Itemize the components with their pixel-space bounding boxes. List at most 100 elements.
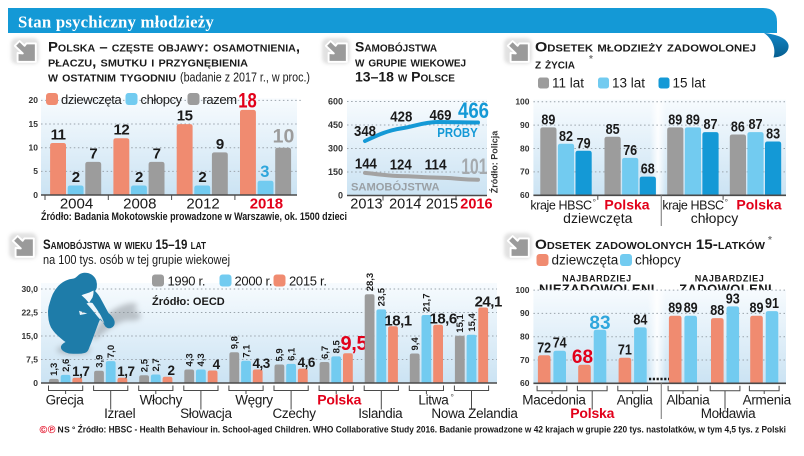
- svg-text:600: 600: [328, 96, 343, 106]
- svg-text:4,3: 4,3: [253, 356, 271, 371]
- svg-text:10: 10: [273, 126, 295, 148]
- svg-text:° Źródło: HBSC - Health Behavi: ° Źródło: HBSC - Health Behaviour in. Sc…: [72, 425, 786, 436]
- svg-text:2,7: 2,7: [151, 358, 162, 371]
- svg-text:89: 89: [668, 301, 682, 317]
- svg-text:2000 r.: 2000 r.: [235, 274, 273, 289]
- svg-text:2015 r.: 2015 r.: [289, 274, 327, 289]
- svg-text:7: 7: [89, 145, 97, 162]
- svg-text:dziewczęta: dziewczęta: [563, 210, 632, 226]
- svg-text:7,0: 7,0: [106, 345, 117, 358]
- svg-text:11: 11: [51, 126, 66, 143]
- svg-text:30,0: 30,0: [21, 284, 38, 294]
- svg-text:Węgry: Węgry: [235, 393, 273, 408]
- svg-text:22,5: 22,5: [21, 307, 38, 317]
- svg-text:150: 150: [328, 167, 343, 177]
- svg-text:21,7: 21,7: [422, 294, 433, 313]
- svg-text:NAJBARDZIEJ: NAJBARDZIEJ: [695, 274, 765, 284]
- svg-text:18,1: 18,1: [384, 312, 411, 329]
- svg-text:466: 466: [458, 98, 489, 123]
- svg-text:85: 85: [606, 122, 620, 138]
- svg-text:Polska: Polska: [570, 405, 614, 421]
- svg-text:9,5: 9,5: [340, 333, 367, 355]
- svg-text:24,1: 24,1: [475, 293, 502, 310]
- svg-text:℗: ℗: [48, 424, 56, 436]
- svg-text:w grupie wiekowej: w grupie wiekowej: [355, 54, 466, 70]
- svg-text:70: 70: [520, 167, 530, 177]
- svg-text:84: 84: [633, 312, 647, 328]
- svg-text:469: 469: [430, 107, 452, 124]
- svg-text:1,3: 1,3: [49, 363, 60, 376]
- svg-text:13–18 w Polsce: 13–18 w Polsce: [355, 69, 455, 85]
- svg-text:82: 82: [559, 129, 573, 145]
- svg-text:1,7: 1,7: [72, 364, 89, 379]
- svg-text:88: 88: [710, 303, 724, 319]
- svg-text:9: 9: [216, 136, 224, 153]
- svg-text:Nowa Zelandia: Nowa Zelandia: [431, 406, 518, 421]
- svg-text:18: 18: [238, 89, 257, 113]
- svg-text:10: 10: [29, 143, 39, 153]
- svg-text:89: 89: [686, 112, 700, 128]
- svg-text:3,9: 3,9: [94, 355, 105, 368]
- svg-text:Słowacja: Słowacja: [180, 406, 232, 421]
- svg-text:124: 124: [390, 157, 413, 174]
- svg-text:450: 450: [328, 120, 343, 130]
- svg-text:80: 80: [520, 143, 530, 153]
- svg-text:2,6: 2,6: [61, 359, 72, 372]
- svg-text:89: 89: [750, 301, 764, 317]
- svg-text:15: 15: [177, 108, 193, 125]
- svg-text:23,5: 23,5: [377, 287, 388, 306]
- svg-text:12: 12: [114, 122, 130, 139]
- svg-text:0: 0: [338, 190, 343, 200]
- svg-text:86: 86: [731, 119, 745, 135]
- svg-text:7,1: 7,1: [241, 344, 252, 358]
- svg-text:Litwa: Litwa: [418, 393, 449, 408]
- svg-text:z życia: z życia: [535, 56, 575, 72]
- svg-text:*: *: [589, 54, 593, 65]
- svg-text:na 100 tys. osób w tej grupie: na 100 tys. osób w tej grupie wiekowej: [43, 253, 230, 267]
- svg-text:7,5: 7,5: [26, 354, 38, 364]
- svg-text:2018: 2018: [250, 196, 283, 213]
- svg-text:razem: razem: [203, 92, 237, 107]
- svg-text:(badanie z 2017 r., w proc.): (badanie z 2017 r., w proc.): [180, 70, 310, 85]
- svg-text:89: 89: [684, 301, 698, 317]
- svg-text:°: °: [725, 198, 729, 208]
- svg-text:4: 4: [213, 357, 221, 372]
- svg-text:87: 87: [704, 117, 718, 133]
- svg-text:7: 7: [153, 145, 161, 162]
- svg-text:Armenia: Armenia: [743, 393, 792, 408]
- svg-text:Albania: Albania: [666, 393, 710, 408]
- svg-text:101: 101: [461, 154, 487, 179]
- svg-text:5: 5: [33, 166, 38, 176]
- svg-text:28,3: 28,3: [365, 273, 376, 292]
- svg-text:Samobójstwa: Samobójstwa: [355, 39, 437, 55]
- svg-text:60: 60: [520, 190, 530, 200]
- svg-text:NAJBARDZIEJ: NAJBARDZIEJ: [562, 274, 632, 284]
- svg-text:70: 70: [520, 355, 530, 365]
- svg-text:80: 80: [520, 332, 530, 342]
- svg-text:8,5: 8,5: [332, 339, 343, 353]
- svg-text:4,3: 4,3: [185, 353, 196, 366]
- svg-text:©: ©: [40, 424, 48, 436]
- svg-text:chłopcy: chłopcy: [635, 253, 681, 268]
- svg-text:144: 144: [355, 156, 378, 173]
- svg-text:płaczu, smutku i przygnębienia: płaczu, smutku i przygnębienia: [48, 54, 248, 70]
- svg-text:0: 0: [33, 378, 38, 388]
- svg-text:2013: 2013: [350, 197, 382, 213]
- svg-text:100: 100: [515, 97, 529, 107]
- svg-text:348: 348: [354, 123, 376, 140]
- svg-text:2016: 2016: [460, 197, 492, 213]
- svg-text:100: 100: [515, 285, 529, 295]
- svg-text:15,0: 15,0: [21, 331, 38, 341]
- svg-text:w ostatnim tygodniu: w ostatnim tygodniu: [48, 69, 176, 85]
- svg-text:2004: 2004: [60, 196, 93, 213]
- svg-text:1990 r.: 1990 r.: [168, 274, 206, 289]
- svg-text:chłopcy: chłopcy: [141, 92, 183, 107]
- svg-text:72: 72: [537, 340, 551, 356]
- svg-text:Mołdawia: Mołdawia: [701, 406, 756, 421]
- svg-text:Samobójstwa w wieku 15–19 lat: Samobójstwa w wieku 15–19 lat: [43, 236, 206, 252]
- svg-text:5,9: 5,9: [275, 348, 286, 361]
- svg-text:Źródło: Badania Mokotowskie pr: Źródło: Badania Mokotowskie prowadzone w…: [41, 210, 347, 223]
- svg-text:76: 76: [623, 143, 637, 159]
- svg-text:89: 89: [668, 112, 682, 128]
- svg-text:Polska: Polska: [317, 392, 361, 408]
